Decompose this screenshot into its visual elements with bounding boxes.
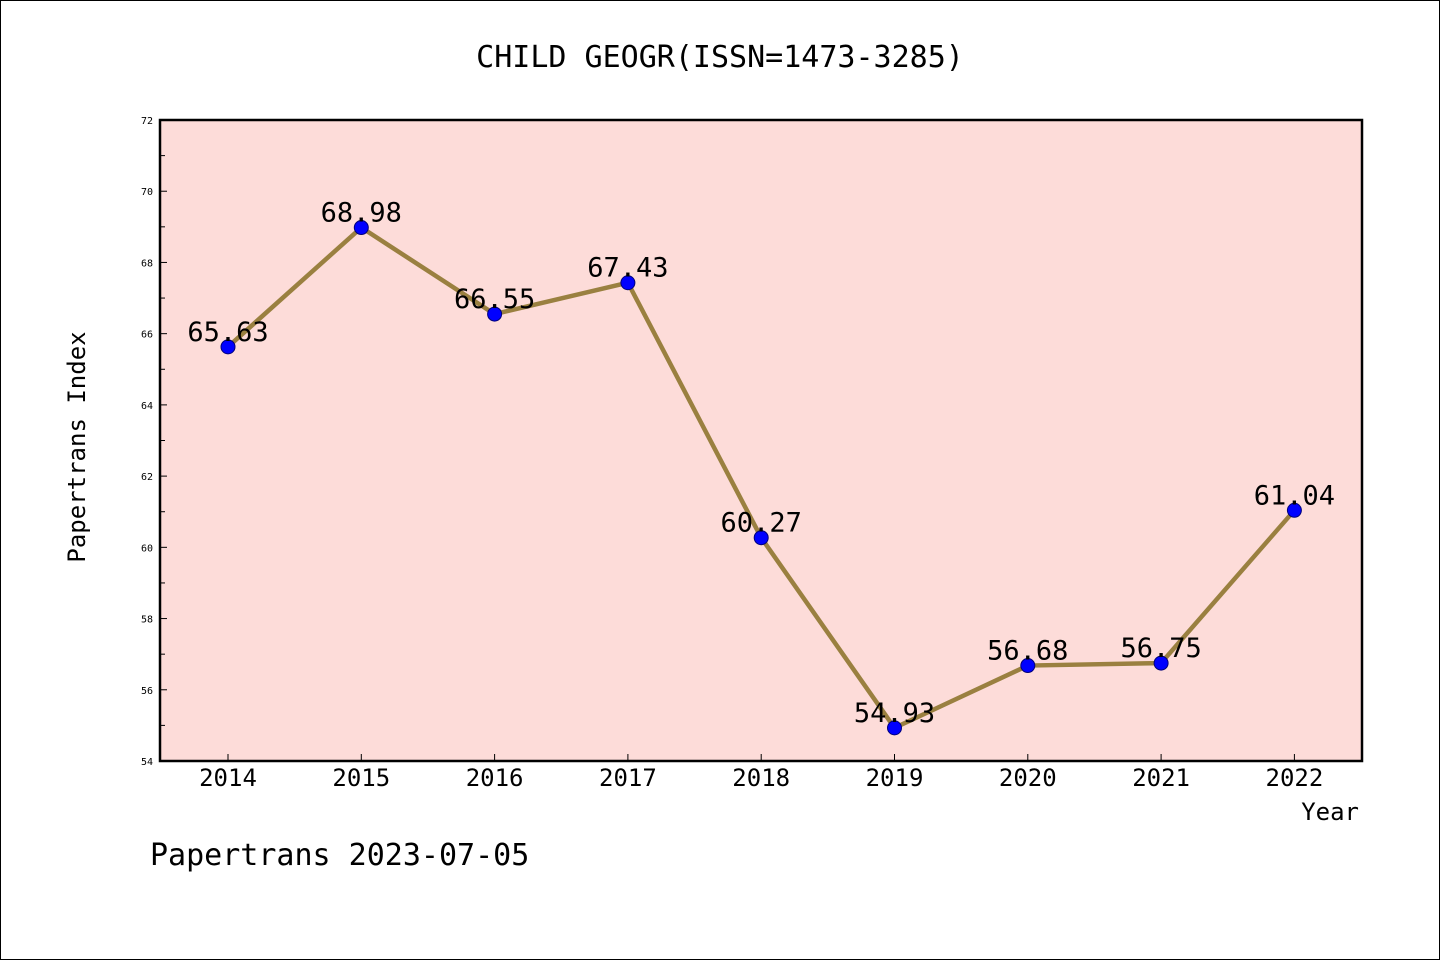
x-tick-label: 2022	[1266, 764, 1324, 792]
plot-border	[158, 118, 1364, 763]
x-tick-label: 2017	[599, 764, 657, 792]
data-point	[353, 220, 369, 236]
data-label: 68.98	[321, 198, 402, 229]
data-point	[887, 720, 902, 736]
y-tick-label: 68	[141, 258, 153, 269]
chart-title: CHILD GEOGR(ISSN=1473-3285)	[476, 40, 964, 75]
data-point	[220, 339, 236, 355]
data-label: 56.75	[1120, 633, 1201, 664]
x-tick-label: 2019	[866, 764, 924, 792]
data-label: 67.43	[587, 253, 668, 284]
y-tick-label: 60	[141, 543, 153, 554]
y-tick-label: 72	[141, 116, 153, 127]
data-label: 66.55	[454, 284, 535, 315]
x-tick-label: 2021	[1132, 764, 1190, 792]
y-tick-label: 64	[141, 401, 153, 412]
x-tick-label: 2018	[732, 764, 790, 792]
data-label: 61.04	[1254, 480, 1335, 511]
y-tick-label: 70	[141, 187, 153, 198]
y-tick-label: 58	[141, 615, 153, 626]
footer-text: Papertrans 2023-07-05	[150, 838, 529, 873]
data-labels: 65.63 68.98 66.55 67.43 60.27 54.93 56.68 56.75…	[187, 198, 1335, 729]
data-point	[1286, 502, 1302, 518]
x-axis-ticks: 2014 2015 2016 2017 2018 2019 2020 2021 2022	[199, 754, 1323, 792]
y-axis-label: Papertrans Index	[63, 331, 91, 562]
y-tick-label: 62	[141, 472, 153, 483]
y-tick-label: 54	[141, 757, 153, 768]
data-label: 65.63	[187, 317, 268, 348]
y-tick-label: 66	[141, 330, 153, 341]
data-point	[620, 275, 636, 291]
x-axis-label: Year	[1301, 798, 1359, 826]
data-point	[487, 306, 503, 322]
x-tick-label: 2020	[999, 764, 1057, 792]
data-label: 56.68	[987, 636, 1068, 667]
series-layer	[220, 220, 1302, 736]
x-tick-label: 2014	[199, 764, 257, 792]
y-tick-label: 56	[141, 686, 153, 697]
data-label: 60.27	[721, 508, 802, 539]
data-point	[1153, 655, 1169, 671]
x-tick-label: 2016	[466, 764, 524, 792]
data-point	[753, 530, 769, 546]
data-point	[1020, 658, 1036, 674]
data-label: 54.93	[854, 698, 935, 729]
x-tick-label: 2015	[332, 764, 390, 792]
